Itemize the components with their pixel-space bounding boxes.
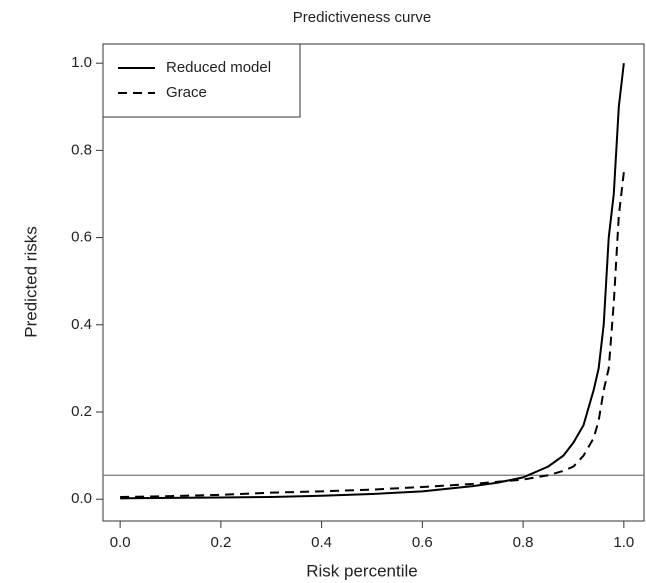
y-tick-label: 0.0 — [71, 490, 92, 507]
y-tick-label: 0.4 — [71, 316, 92, 333]
x-tick-label: 0.0 — [110, 534, 131, 551]
y-axis-label: Predicted risks — [21, 226, 40, 337]
y-tick-label: 1.0 — [71, 54, 92, 71]
series-line — [120, 63, 625, 500]
x-tick-label: 0.8 — [513, 534, 534, 551]
x-axis-label: Risk percentile — [306, 561, 418, 580]
x-tick-label: 0.2 — [210, 534, 231, 551]
y-tick-label: 0.6 — [71, 229, 92, 246]
legend-label: Reduced model — [166, 59, 271, 76]
legend-label: Grace — [166, 84, 207, 101]
x-tick-label: 0.6 — [412, 534, 433, 551]
chart-title: Predictiveness curve — [293, 9, 431, 26]
legend-box — [102, 43, 301, 118]
y-tick-label: 0.8 — [71, 141, 92, 158]
x-tick-label: 0.4 — [311, 534, 332, 551]
x-tick-label: 1.0 — [613, 534, 634, 551]
series-line — [120, 172, 625, 499]
plot-frame — [102, 43, 645, 522]
y-tick-label: 0.2 — [71, 403, 92, 420]
